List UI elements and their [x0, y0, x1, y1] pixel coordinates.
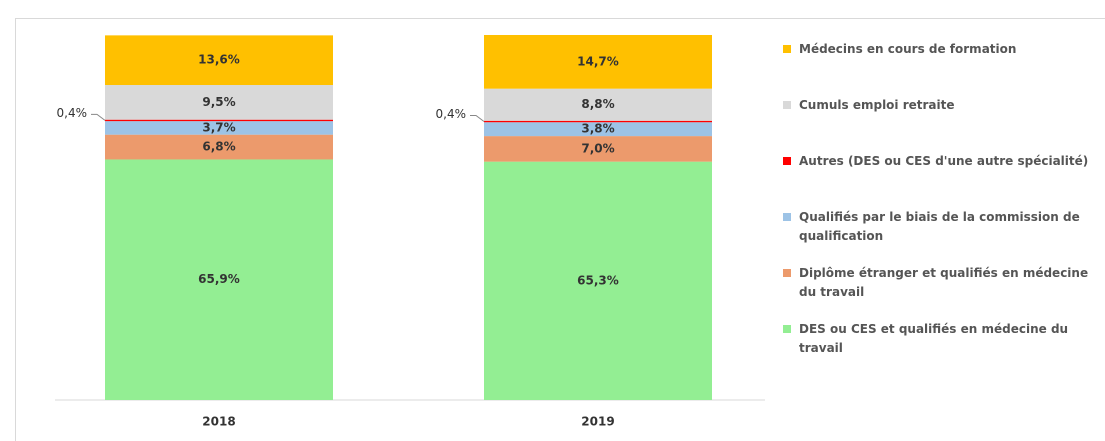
value-label: 14,7%	[577, 54, 619, 68]
legend: Médecins en cours de formation Cumuls emp…	[783, 40, 1105, 376]
value-label: 3,7%	[202, 120, 235, 134]
legend-item: Diplôme étranger et qualifiés en médecin…	[783, 264, 1105, 320]
leader-line	[91, 113, 106, 121]
value-label: 3,8%	[581, 122, 614, 136]
bar-segment	[484, 122, 712, 137]
bar-segment	[105, 134, 333, 160]
bar-segment	[105, 85, 333, 120]
bar-segment	[105, 159, 333, 400]
value-label: 0,4%	[436, 107, 467, 121]
legend-item: Cumuls emploi retraite	[783, 96, 1105, 152]
legend-label: Cumuls emploi retraite	[799, 98, 955, 112]
bar-segment	[105, 35, 333, 86]
bar-segment	[484, 35, 712, 89]
x-tick-label: 2019	[581, 415, 614, 429]
legend-swatch	[783, 269, 791, 277]
x-tick-label: 2018	[202, 415, 235, 429]
legend-item: Qualifiés par le biais de la commission …	[783, 208, 1105, 264]
legend-label: Médecins en cours de formation	[799, 42, 1017, 56]
value-label: 65,9%	[198, 272, 240, 286]
value-label: 8,8%	[581, 97, 614, 111]
legend-label: Diplôme étranger et qualifiés en médecin…	[799, 266, 1089, 299]
legend-label: Autres (DES ou CES d'une autre spécialit…	[799, 154, 1089, 168]
bar-segment	[484, 136, 712, 162]
legend-swatch	[783, 157, 791, 165]
bar-segment	[484, 120, 712, 123]
value-label: 13,6%	[198, 53, 240, 67]
legend-swatch	[783, 213, 791, 221]
legend-item: Autres (DES ou CES d'une autre spécialit…	[783, 152, 1105, 208]
bar-segment	[105, 121, 333, 135]
legend-item: DES ou CES et qualifiés en médecine du t…	[783, 320, 1105, 376]
legend-item: Médecins en cours de formation	[783, 40, 1105, 96]
value-label: 6,8%	[202, 140, 235, 154]
legend-swatch	[783, 101, 791, 109]
legend-label: Qualifiés par le biais de la commission …	[799, 210, 1080, 243]
value-label: 65,3%	[577, 273, 619, 287]
bar-segment	[484, 88, 712, 121]
value-label: 7,0%	[581, 141, 614, 155]
leader-line	[470, 115, 485, 122]
chart-border	[15, 18, 1105, 441]
legend-swatch	[783, 325, 791, 333]
value-label: 9,5%	[202, 95, 235, 109]
bar-segment	[105, 119, 333, 122]
legend-swatch	[783, 45, 791, 53]
bar-segment	[484, 161, 712, 400]
legend-label: DES ou CES et qualifiés en médecine du t…	[799, 322, 1069, 355]
value-label: 0,4%	[57, 106, 88, 120]
